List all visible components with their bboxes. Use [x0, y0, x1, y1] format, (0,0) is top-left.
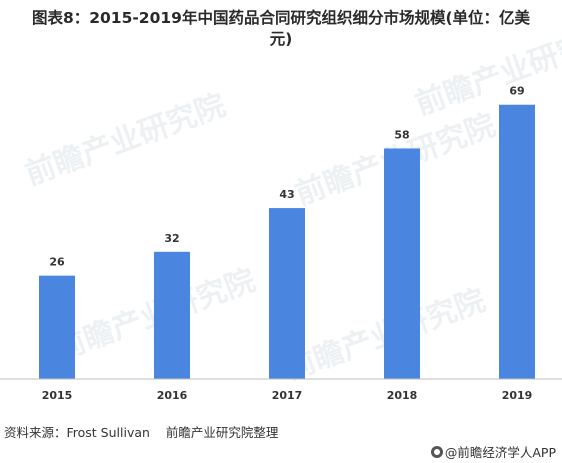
x-tick-labels: 2015 2016 2017 2018 2019	[42, 389, 533, 402]
x-tick-label-2016: 2016	[157, 389, 188, 402]
bar-2019	[499, 104, 535, 379]
brand-text: @前瞻经济学人APP	[444, 445, 556, 460]
source-label: 资料来源：Frost Sullivan	[4, 425, 150, 440]
bars-group	[39, 104, 535, 379]
source-note: 资料来源：Frost Sullivan 前瞻产业研究院整理	[4, 422, 290, 441]
x-tick-label-2017: 2017	[272, 389, 303, 402]
bar-2017	[269, 208, 305, 379]
chart-title-line1: 图表8：2015-2019年中国药品合同研究组织细分市场规模(单位：亿美	[31, 9, 531, 27]
data-label-2019: 69	[509, 85, 524, 98]
data-label-2016: 32	[164, 232, 179, 245]
bar-2015	[39, 275, 75, 379]
chart-title: 图表8：2015-2019年中国药品合同研究组织细分市场规模(单位：亿美 元)	[10, 8, 552, 50]
chart-title-line2: 元)	[269, 30, 293, 48]
bar-2018	[384, 148, 420, 379]
bar-2016	[154, 251, 190, 379]
data-label-2015: 26	[49, 256, 65, 269]
x-tick-label-2018: 2018	[387, 389, 418, 402]
watermark-text: 前瞻产业研究院	[21, 88, 230, 193]
watermark-text: 前瞻产业研究院	[411, 18, 562, 123]
x-tick-label-2015: 2015	[42, 389, 73, 402]
x-tick-label-2019: 2019	[502, 389, 533, 402]
data-label-2018: 58	[394, 128, 409, 141]
data-labels: 26 32 43 58 69	[49, 85, 524, 269]
data-label-2017: 43	[279, 188, 294, 201]
source-org: 前瞻产业研究院整理	[165, 425, 279, 440]
qianzhan-logo-icon	[430, 446, 443, 458]
brand-credit: @前瞻经济学人APP	[430, 442, 556, 461]
